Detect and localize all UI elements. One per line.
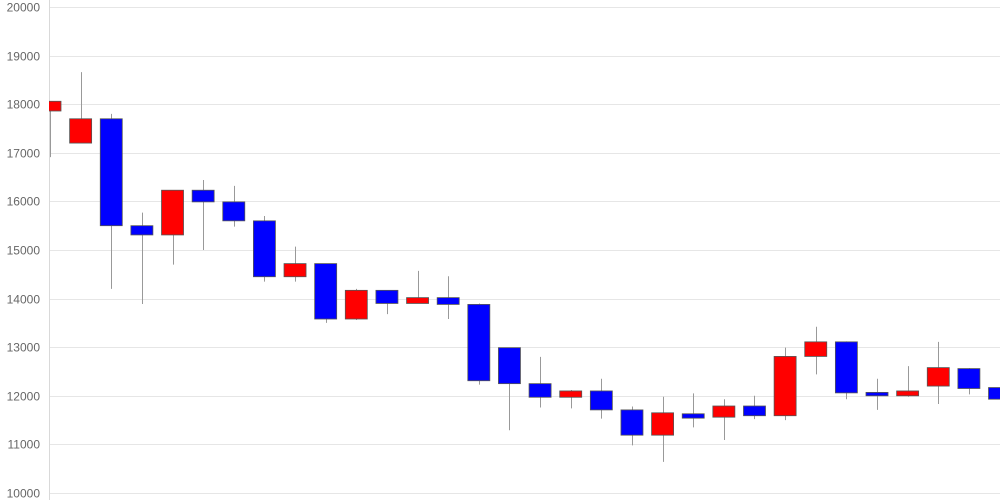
candle [589, 378, 613, 419]
candle-body-down [375, 289, 399, 304]
candle [528, 356, 552, 408]
y-tick-label: 15000 [7, 244, 41, 258]
y-tick-label: 16000 [7, 195, 41, 209]
candle-body-down [498, 347, 521, 385]
candle [712, 399, 736, 441]
candle-body-up [896, 390, 920, 397]
candle-body-up [926, 367, 950, 387]
y-tick-label: 11000 [8, 438, 41, 452]
candle [681, 393, 705, 428]
y-tick-label: 10000 [7, 487, 41, 500]
candle-body-up [804, 341, 828, 357]
candle [620, 406, 644, 446]
y-tick-label: 20000 [7, 1, 41, 15]
candle-body-up [69, 118, 93, 144]
candle [498, 347, 521, 431]
candle-body-down [957, 368, 981, 389]
candle [467, 303, 491, 385]
candle [804, 326, 828, 375]
candle [988, 387, 1000, 400]
y-tick-label: 14000 [7, 293, 41, 307]
candle [222, 185, 246, 227]
candle-body-up [712, 405, 736, 418]
candle-body-down [528, 383, 552, 398]
candle-body-down [834, 341, 858, 394]
candle [191, 180, 215, 250]
candle [49, 100, 62, 158]
candle [896, 366, 920, 397]
y-tick-label: 19000 [7, 50, 41, 64]
candle-body-up [161, 189, 184, 236]
y-tick-label: 17000 [7, 147, 41, 161]
candle-body-down [681, 413, 705, 419]
candle [283, 246, 307, 282]
candle-body-down [130, 225, 154, 236]
y-tick-label: 12000 [7, 390, 41, 404]
candle [436, 276, 460, 320]
candle-body-up [773, 356, 797, 417]
candle-body-down [988, 387, 1000, 400]
candle-body-up [283, 263, 307, 278]
candle-body-down [253, 220, 276, 278]
gridlines [49, 7, 1000, 494]
candle-body-up [406, 297, 429, 304]
candle-body-up [559, 390, 583, 398]
y-axis-ticks: 10000 11000 12000 13000 14000 15000 16000 17000… [7, 1, 41, 500]
candle [926, 341, 950, 405]
candle [344, 288, 368, 320]
candle-body-down [314, 263, 338, 320]
candle [743, 395, 766, 420]
candle [130, 212, 154, 304]
candle [69, 72, 93, 144]
candle [99, 113, 123, 289]
candle [406, 270, 429, 304]
candle [957, 368, 981, 395]
candle-body-down [191, 189, 215, 203]
candle [773, 347, 797, 421]
candle-body-down [743, 405, 766, 417]
candle [865, 378, 889, 410]
y-tick-label: 13000 [7, 341, 41, 355]
candle [834, 341, 858, 400]
candles [49, 72, 1000, 462]
candle [559, 389, 583, 409]
candle-body-down [436, 297, 460, 305]
candle-body-down [467, 304, 491, 382]
candle-body-up [49, 100, 62, 112]
candle-body-down [620, 409, 644, 436]
candle-body-down [589, 390, 613, 411]
candle-body-down [99, 118, 123, 227]
candle-body-up [344, 289, 368, 320]
y-tick-label: 18000 [7, 98, 41, 112]
candle [314, 263, 338, 323]
candle [375, 289, 399, 315]
candle-body-down [222, 201, 246, 222]
candle [651, 396, 674, 462]
candle [161, 189, 184, 265]
candle-body-down [865, 391, 889, 397]
candle [253, 215, 276, 282]
candle-body-up [651, 412, 674, 436]
